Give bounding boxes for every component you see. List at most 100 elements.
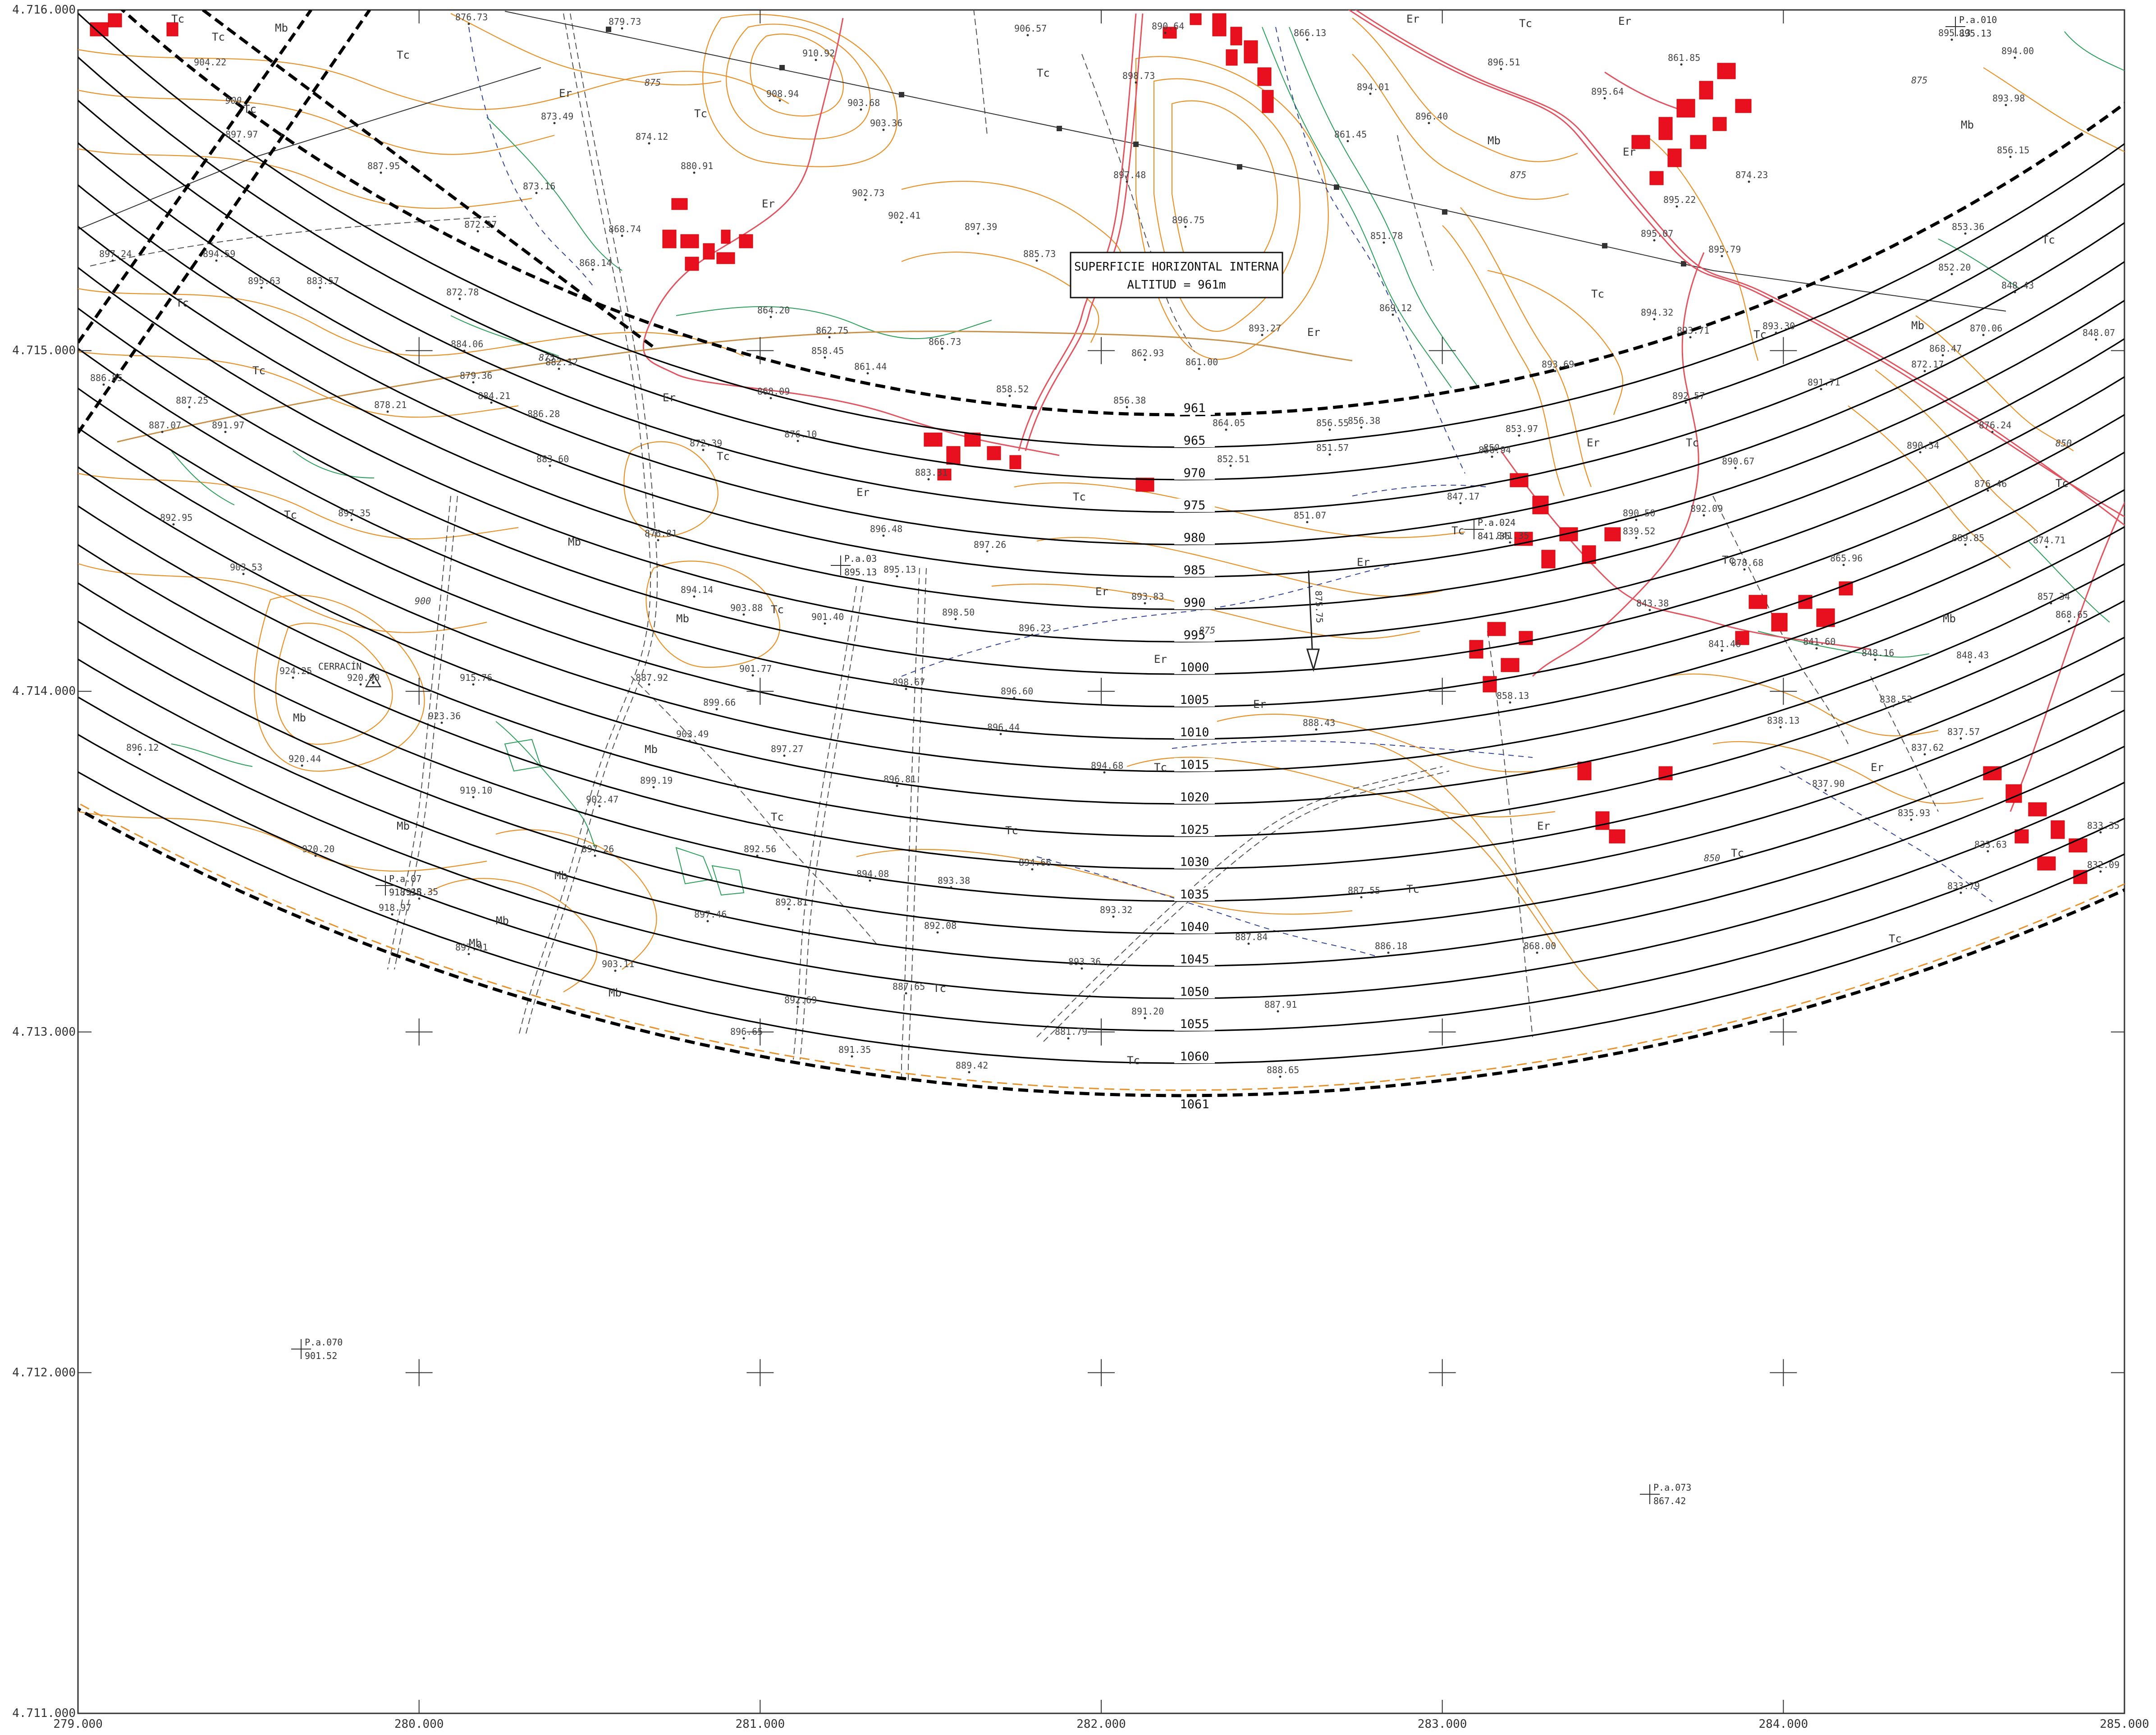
spot-height: 892.09: [1690, 503, 1723, 514]
spot-height: 891.20: [1131, 1006, 1164, 1017]
spot-height: 856.15: [1997, 145, 2029, 156]
surface-contour-label: 1035: [1180, 888, 1209, 902]
terrain-contour-label: 875: [645, 77, 661, 88]
spot-height: 851.57: [1316, 442, 1349, 453]
surface-contour-label: 970: [1184, 466, 1206, 480]
terrain-contour-label: 875: [1199, 625, 1215, 636]
x-tick-label: 281.000: [736, 1717, 785, 1731]
spot-height: 874.23: [1735, 170, 1768, 180]
spot-height: 841.35: [1497, 530, 1529, 541]
land-use-label: Tc: [694, 107, 707, 120]
spot-height: 883.31: [915, 467, 948, 478]
x-tick-label: 284.000: [1759, 1717, 1808, 1731]
land-use-label: Mb: [1943, 612, 1956, 625]
spot-height: 879.73: [609, 16, 641, 27]
survey-point-name: P.a.010: [1959, 14, 1997, 25]
y-tick-label: 4.716.000: [12, 3, 76, 17]
spot-height: 876.81: [645, 528, 677, 539]
surface-contour-label: 1060: [1180, 1050, 1209, 1064]
spot-height: 890.54: [1907, 440, 1939, 451]
arrow-down-icon: [1306, 648, 1320, 672]
spot-height: 868.74: [609, 224, 641, 234]
land-use-label: Er: [1871, 761, 1884, 774]
land-use-label: Er: [1154, 653, 1167, 666]
spot-height: 918.97: [379, 902, 411, 913]
land-use-label: Er: [1357, 556, 1370, 569]
spot-height: 889.42: [956, 1060, 988, 1071]
surface-contour-label: 1020: [1180, 790, 1209, 804]
spot-height: 876.10: [784, 429, 817, 440]
land-use-label: Er: [1618, 15, 1631, 28]
surface-title: SUPERFICIE HORIZONTAL INTERNA: [1074, 260, 1279, 274]
spot-height: 898.50: [942, 607, 975, 618]
spot-height: 919.10: [460, 785, 492, 796]
land-use-label: Er: [1406, 13, 1419, 25]
spot-height: 866.73: [929, 336, 961, 347]
spot-height: 858.45: [811, 345, 844, 356]
spot-height: 853.97: [1506, 423, 1538, 434]
spot-height: 861.44: [854, 361, 887, 372]
spot-height: 876.24: [1979, 420, 2011, 431]
survey-points: P.a.010895.13P.a.024841.35P.a.03895.13P.…: [291, 14, 1997, 1506]
spot-height: 856.38: [1113, 395, 1146, 406]
survey-point: P.a.07 918.35: [375, 873, 421, 898]
spot-height: 851.78: [1370, 230, 1403, 241]
triangle-icon: [365, 673, 382, 688]
land-use-label: Er: [1095, 585, 1108, 598]
spot-height: 887.25: [176, 395, 208, 406]
spot-height: 835.93: [1898, 808, 1930, 818]
surface-contour-arc: [78, 620, 2124, 935]
spot-height: 839.52: [1623, 526, 1655, 537]
spot-height: 861.85: [1668, 52, 1700, 63]
spot-height: 883.60: [536, 454, 569, 464]
spot-height: 902.73: [852, 188, 884, 198]
survey-point: P.a.03 895.13: [831, 553, 877, 578]
spot-height: 862.93: [1131, 348, 1164, 358]
spot-height: 887.91: [1264, 999, 1297, 1010]
surface-contour-arc: [78, 658, 2124, 967]
terrain-contour-label: 875: [539, 352, 555, 363]
terrain-contour-label: 850: [1704, 853, 1720, 863]
spot-height: 837.90: [1812, 778, 1845, 789]
y-axis: 4.716.000 4.715.000 4.714.000 4.713.000 4.71…: [12, 3, 76, 1720]
y-tick-label: 4.714.000: [12, 684, 76, 698]
land-use-label: Mb: [676, 612, 689, 625]
spot-height: 890.64: [1152, 21, 1184, 32]
spot-height: 894.59: [203, 248, 235, 259]
spot-height: 893.36: [1068, 956, 1101, 967]
surface-contour-label: 1000: [1180, 661, 1209, 675]
main-road: [117, 330, 1353, 443]
land-use-label: Tc: [176, 297, 189, 309]
spot-height: 897.91: [455, 942, 488, 953]
spot-height: 918.35: [406, 886, 438, 897]
spot-height: 872.17: [1911, 359, 1944, 370]
spot-height: 898.67: [893, 677, 925, 688]
spot-height: 897.48: [1113, 170, 1146, 180]
spot-height: 838.52: [1880, 694, 1912, 705]
spot-height: 920.20: [302, 844, 334, 854]
arrow-label: 875.75: [1313, 590, 1325, 623]
land-use-label: Er: [1623, 146, 1636, 158]
spot-height: 897.24: [99, 248, 132, 259]
spot-height: 923.36: [428, 711, 461, 721]
spot-height: 892.69: [784, 995, 817, 1005]
spot-height: 896.75: [1172, 215, 1204, 225]
survey-point-value: 867.42: [1653, 1496, 1686, 1506]
land-use-label: Tc: [1154, 761, 1167, 774]
spot-height: 897.46: [694, 909, 727, 920]
spot-height: 833.35: [2087, 820, 2119, 831]
land-use-label: Er: [1253, 698, 1266, 711]
land-use-label: Tc: [1519, 17, 1532, 30]
x-tick-label: 279.000: [53, 1717, 103, 1731]
spot-height: 903.88: [730, 602, 763, 613]
surface-title-box: SUPERFICIE HORIZONTAL INTERNA ALTITUD = …: [1070, 252, 1283, 298]
spot-height: 893.69: [1542, 359, 1574, 370]
spot-height: 872.78: [446, 287, 479, 298]
surface-contour-label: 1030: [1180, 855, 1209, 869]
spot-height: 903.68: [847, 97, 880, 108]
terrain-contour-label: 900: [415, 596, 431, 606]
land-use-label: Tc: [717, 450, 730, 463]
spot-height: 873.49: [541, 111, 573, 122]
spot-height: 892.57: [1672, 390, 1705, 401]
